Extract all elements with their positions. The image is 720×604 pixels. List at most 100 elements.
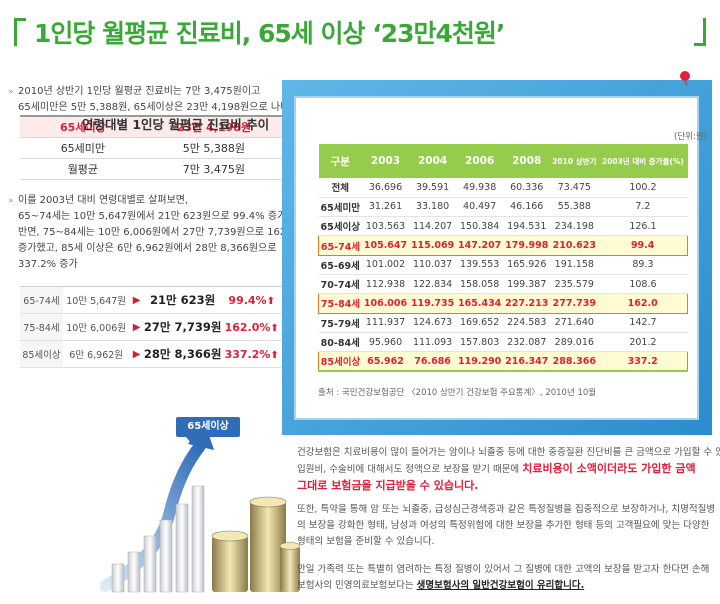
highlight-text: 치료비용이 소액이더라도 가입한 금액 — [522, 462, 696, 475]
arrow-right-icon: ▶ — [129, 286, 144, 314]
increase-from: 10만 6,006원 — [62, 313, 130, 341]
increase-age: 65-74세 — [20, 286, 63, 314]
increase-pct-cell: 162.0%⬆ — [221, 313, 282, 341]
trend-row: 65-74세 105.647 115.069 147.207 179.998 210.62… — [317, 235, 689, 256]
paragraph-line: 건강보험은 치료비용이 많이 들어가는 암이나 뇌졸중 등에 대한 중증질환 진… — [297, 447, 720, 458]
arrow-up-icon: ⬆ — [270, 322, 279, 334]
trend-cell: 142.7 — [598, 313, 688, 333]
trend-cell: 49.938 — [456, 178, 504, 198]
increase-from: 6만 6,962원 — [62, 340, 130, 368]
trend-header: 2004 — [409, 144, 457, 178]
trend-cell: 7.2 — [598, 197, 688, 218]
trend-row: 80-84세 95.960 111.093 157.803 232.087 289.016… — [318, 332, 688, 353]
trend-cell: 227.213 — [503, 293, 551, 314]
trend-cell: 73.475 — [550, 178, 599, 198]
increase-pct: 162.0% — [224, 320, 271, 334]
trend-cell: 147.207 — [456, 235, 504, 256]
trend-cell: 191.158 — [550, 255, 599, 275]
trend-cell: 46.166 — [503, 197, 551, 218]
trend-row-label: 65-74세 — [317, 235, 362, 256]
bullet-chevron-icon: » — [8, 87, 14, 97]
trend-row-label: 65세미만 — [318, 197, 362, 218]
trend-cell: 216.347 — [503, 351, 551, 372]
emphasis-text: 생명보험사의 일반건강보험이 유리합니다. — [416, 580, 585, 591]
increase-age: 75-84세 — [20, 313, 63, 341]
trend-header: 2003 — [361, 144, 410, 178]
compare-line: 65~74세는 10만 5,647원에서 21만 623원으로 99.4% 증가… — [18, 211, 296, 222]
summary-row: 65세이상 23만 4,198원 — [20, 115, 282, 138]
growth-illustration — [100, 420, 300, 593]
trend-cell: 105.647 — [361, 235, 410, 256]
paragraph-3: 만일 가족력 또는 특별히 염려하는 특정 질병이 있어서 그 질병에 대한 고… — [297, 562, 712, 594]
trend-row-label: 65-69세 — [318, 255, 362, 275]
age-badge: 65세이상 — [176, 417, 240, 443]
paragraph-line: 입원비, 수술비에 대해서도 정액으로 보장을 받기 때문에 치료비용이 소액이… — [297, 461, 712, 478]
trend-cell: 60.336 — [503, 178, 551, 198]
trend-cell: 199.387 — [503, 274, 551, 295]
trend-cell: 95.960 — [361, 332, 410, 353]
summary-value: 5만 5,388원 — [145, 137, 282, 159]
trend-cell: 150.384 — [456, 216, 504, 237]
summary-table: 65세이상 23만 4,198원 65세미만 5만 5,388원 월평균 7만 … — [20, 115, 282, 180]
arrow-right-icon: ▶ — [129, 340, 144, 368]
summary-row: 월평균 7만 3,475원 — [20, 158, 282, 180]
arrow-up-icon: ⬆ — [266, 295, 275, 307]
trend-cell: 65.962 — [361, 351, 410, 372]
trend-row: 70-74세 112.938 122.834 158.058 199.387 235.57… — [318, 274, 688, 295]
title-bracket-right — [694, 18, 706, 46]
intro-line: 2010년 상반기 1인당 월평균 진료비는 7만 3,475원이고 — [18, 86, 261, 97]
increase-row: 85세이상 6만 6,962원 ▶ 28만 8,366원 337.2%⬆ — [20, 340, 282, 368]
trend-cell: 201.2 — [598, 332, 688, 353]
trend-header: 2008 — [503, 144, 551, 178]
summary-label: 월평균 — [20, 158, 146, 180]
trend-row-label: 75-84세 — [317, 293, 362, 314]
trend-cell: 288.366 — [550, 351, 599, 372]
trend-cell: 31.261 — [361, 197, 410, 218]
trend-cell: 165.926 — [503, 255, 551, 275]
summary-label: 65세미만 — [20, 137, 146, 159]
increase-to: 28만 8,366원 — [143, 340, 222, 368]
increase-row: 75-84세 10만 6,006원 ▶ 27만 7,739원 162.0%⬆ — [20, 313, 282, 341]
trend-cell: 89.3 — [598, 255, 688, 275]
trend-row-label: 전체 — [318, 178, 362, 198]
trend-cell: 55.388 — [550, 197, 599, 218]
chart-title: 연령대별 1인당 월평균 진료비 추이 — [82, 117, 270, 132]
trend-cell: 100.2 — [598, 178, 688, 198]
paragraph-line: 그대로 보험금을 지급받을 수 있습니다. — [297, 478, 712, 495]
trend-cell: 103.563 — [361, 216, 410, 237]
trend-cell: 162.0 — [598, 293, 689, 314]
paragraph-line: 형태의 보험을 준비할 수 있습니다. — [297, 536, 435, 547]
increase-row: 65-74세 10만 5,647원 ▶ 21만 623원 99.4%⬆ — [20, 286, 282, 314]
arrow-up-icon: ⬆ — [270, 349, 279, 361]
trend-cell: 122.834 — [409, 274, 457, 295]
trend-cell: 39.591 — [409, 178, 457, 198]
increase-pct-cell: 337.2%⬆ — [221, 340, 282, 368]
trend-row-label: 70-74세 — [318, 274, 362, 295]
increase-to: 27만 7,739원 — [143, 313, 222, 341]
increase-pct: 337.2% — [224, 347, 271, 361]
compare-line: 반면, 75~84세는 10만 6,006원에서 27만 7,739원으로 16… — [18, 227, 306, 238]
intro-bullet: » 2010년 상반기 1인당 월평균 진료비는 7만 3,475원이고 65세… — [8, 84, 298, 116]
trend-cell: 108.6 — [598, 274, 688, 295]
trend-cell: 124.673 — [409, 313, 457, 333]
trend-cell: 158.058 — [456, 274, 504, 295]
trend-cell: 33.180 — [409, 197, 457, 218]
summary-value: 23만 4,198원 — [145, 115, 282, 138]
trend-cell: 112.938 — [361, 274, 410, 295]
trend-cell: 76.686 — [409, 351, 457, 372]
increase-pct-cell: 99.4%⬆ — [221, 286, 282, 314]
paragraph-line: 보험사의 민영의료보험보다는 생명보험사의 일반건강보험이 유리합니다. — [297, 578, 712, 594]
trend-cell: 114.207 — [409, 216, 457, 237]
trend-cell: 210.623 — [550, 235, 599, 256]
trend-row: 65세이상 103.563 114.207 150.384 194.531 234.198… — [318, 216, 688, 237]
trend-row-label: 65세이상 — [318, 216, 362, 237]
title-bar: 1인당 월평균 진료비, 65세 이상 ‘23만4천원’ — [0, 14, 720, 54]
trend-cell: 289.016 — [550, 332, 599, 353]
trend-cell: 337.2 — [598, 351, 689, 372]
trend-cell: 119.735 — [409, 293, 457, 314]
paragraph-text: 보험사의 민영의료보험보다는 — [297, 580, 414, 591]
trend-cell: 99.4 — [598, 235, 689, 256]
paragraph-line: 의 보장을 강화한 형태, 남성과 여성의 특정위험에 대한 보장을 추가한 형… — [297, 520, 710, 531]
paragraph-line: 만일 가족력 또는 특별히 염려하는 특정 질병이 있어서 그 질병에 대한 고… — [297, 564, 710, 575]
trend-cell: 111.093 — [409, 332, 457, 353]
